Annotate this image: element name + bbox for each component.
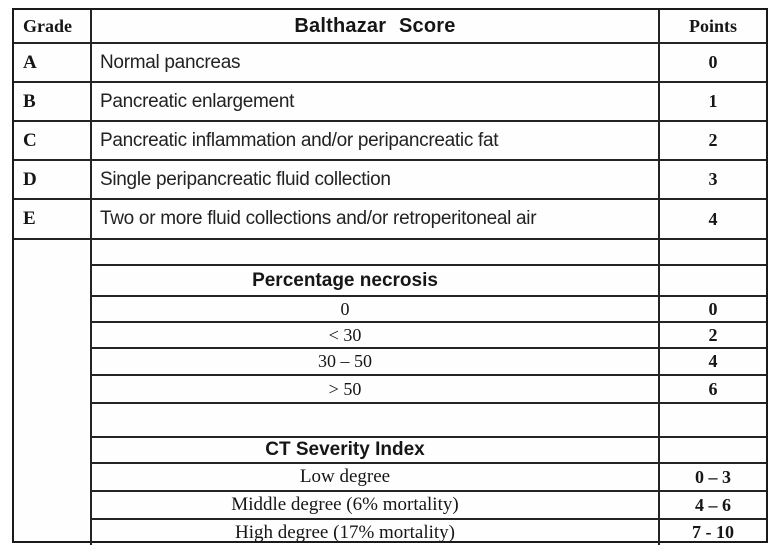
grade-cell-a: A: [14, 42, 90, 81]
severity-section-title: CT Severity Index: [90, 436, 660, 462]
balthazar-score-table: Grade Balthazar Score Points A Normal pa…: [12, 8, 768, 545]
finding-cell-d: Single peripancreatic fluid collection: [90, 159, 660, 198]
grade-cell-d: D: [14, 159, 90, 198]
necrosis-row-points: 6: [660, 374, 766, 402]
table-title: Balthazar Score: [90, 10, 660, 42]
severity-title-points-cell: [660, 436, 766, 462]
necrosis-row-label: 30 – 50: [90, 347, 660, 374]
severity-row-label: Middle degree (6% mortality): [90, 490, 660, 518]
spacer-cell: [90, 238, 660, 264]
necrosis-row-points: 4: [660, 347, 766, 374]
points-cell-e: 4: [660, 198, 766, 238]
header-points: Points: [688, 15, 737, 36]
points-cell-d: 3: [660, 159, 766, 198]
necrosis-row-label: 0: [90, 295, 660, 321]
necrosis-row-points: 0: [660, 295, 766, 321]
grade-cell-c: C: [14, 120, 90, 159]
severity-row-label: Low degree: [90, 462, 660, 490]
points-cell-c: 2: [660, 120, 766, 159]
spacer-cell: [660, 238, 766, 264]
necrosis-row-label: > 50: [90, 374, 660, 402]
finding-cell-a: Normal pancreas: [90, 42, 660, 81]
necrosis-section-title: Percentage necrosis: [90, 264, 660, 295]
severity-row-points: 7 - 10: [660, 518, 766, 545]
spacer-cell: [660, 402, 766, 436]
severity-row-points: 4 – 6: [660, 490, 766, 518]
finding-cell-b: Pancreatic enlargement: [90, 81, 660, 120]
empty-grade-column: [14, 238, 90, 545]
grade-cell-e: E: [14, 198, 90, 238]
points-cell-a: 0: [660, 42, 766, 81]
grade-cell-b: B: [14, 81, 90, 120]
header-grade: Grade: [23, 15, 72, 36]
severity-row-points: 0 – 3: [660, 462, 766, 490]
points-cell-b: 1: [660, 81, 766, 120]
necrosis-row-points: 2: [660, 321, 766, 347]
necrosis-title-points-cell: [660, 264, 766, 295]
finding-cell-e: Two or more fluid collections and/or ret…: [90, 198, 660, 238]
severity-row-label: High degree (17% mortality): [90, 518, 660, 545]
finding-cell-c: Pancreatic inflammation and/or peripancr…: [90, 120, 660, 159]
necrosis-row-label: < 30: [90, 321, 660, 347]
spacer-cell: [90, 402, 660, 436]
